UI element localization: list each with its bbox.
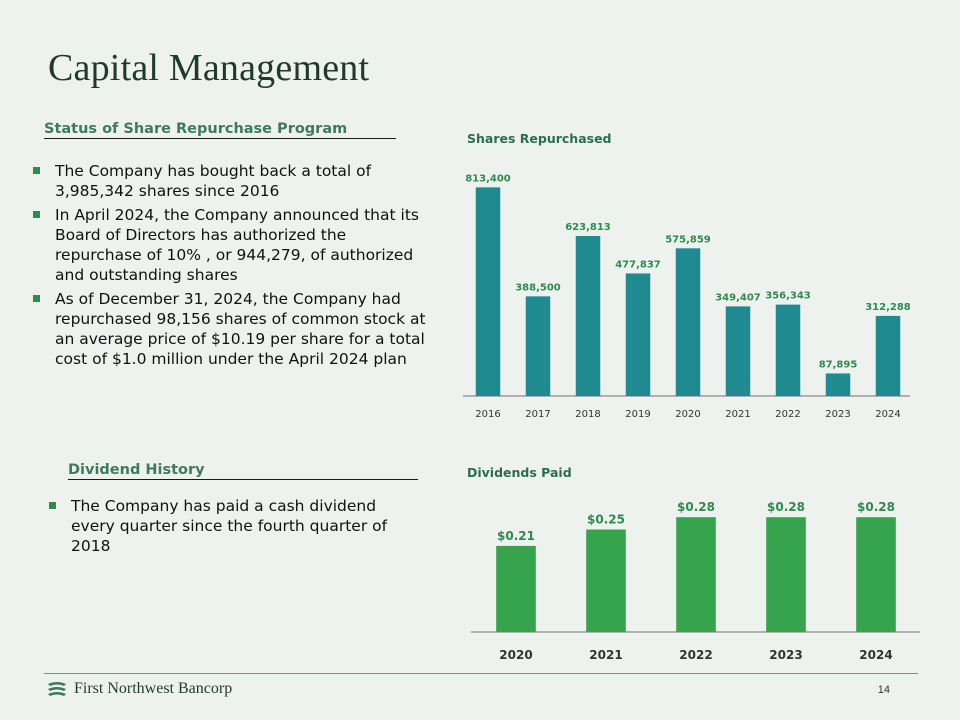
company-logo: First Northwest Bancorp bbox=[46, 680, 232, 698]
data-label: $0.25 bbox=[587, 513, 625, 527]
bar bbox=[525, 296, 551, 396]
data-label: 477,837 bbox=[615, 259, 661, 270]
tick-label: 2019 bbox=[625, 409, 650, 420]
bullet-item: In April 2024, the Company announced tha… bbox=[33, 205, 433, 285]
bar bbox=[875, 315, 901, 396]
data-label: 623,813 bbox=[565, 222, 611, 233]
bullet-item: The Company has bought back a total of 3… bbox=[33, 161, 433, 201]
bullet-text: The Company has bought back a total of 3… bbox=[55, 162, 372, 200]
repurchase-bullets: The Company has bought back a total of 3… bbox=[33, 161, 433, 373]
dividends-chart-title: Dividends Paid bbox=[467, 465, 572, 480]
square-bullet-icon bbox=[33, 167, 40, 174]
bar bbox=[625, 273, 651, 396]
logo-text: First Northwest Bancorp bbox=[74, 680, 233, 697]
square-bullet-icon bbox=[33, 295, 40, 302]
tick-label: 2017 bbox=[525, 409, 550, 420]
bar bbox=[575, 236, 601, 396]
page-title: Capital Management bbox=[48, 47, 370, 89]
tick-label: 2024 bbox=[875, 409, 900, 420]
data-label: $0.21 bbox=[497, 529, 535, 543]
bar bbox=[766, 517, 806, 632]
tick-label: 2020 bbox=[499, 648, 532, 662]
data-label: 813,400 bbox=[465, 173, 511, 184]
dividend-heading: Dividend History bbox=[68, 462, 418, 480]
bar bbox=[676, 517, 716, 632]
bullet-text: The Company has paid a cash dividend eve… bbox=[71, 497, 388, 555]
tick-label: 2022 bbox=[679, 648, 712, 662]
data-label: 349,407 bbox=[715, 292, 761, 303]
bar bbox=[725, 306, 751, 396]
data-label: 87,895 bbox=[819, 359, 858, 370]
data-label: $0.28 bbox=[767, 500, 805, 514]
logo-mark-icon bbox=[48, 682, 66, 696]
data-label: 312,288 bbox=[865, 302, 910, 313]
tick-label: 2021 bbox=[725, 409, 750, 420]
tick-label: 2018 bbox=[575, 409, 600, 420]
bar bbox=[675, 248, 701, 396]
tick-label: 2024 bbox=[859, 648, 892, 662]
footer-divider bbox=[44, 673, 918, 674]
tick-label: 2022 bbox=[775, 409, 800, 420]
bar bbox=[475, 187, 501, 396]
tick-label: 2021 bbox=[589, 648, 622, 662]
shares-chart-title: Shares Repurchased bbox=[467, 131, 612, 146]
bar bbox=[586, 529, 626, 632]
dividends-paid-chart: $0.21 2020 $0.25 2021 $0.28 2022 $0.28 2023 $0.2… bbox=[471, 500, 920, 662]
bullet-item: The Company has paid a cash dividend eve… bbox=[49, 496, 419, 556]
bar bbox=[856, 517, 896, 632]
dividend-bullets: The Company has paid a cash dividend eve… bbox=[49, 496, 419, 560]
data-label: $0.28 bbox=[677, 500, 715, 514]
repurchase-heading: Status of Share Repurchase Program bbox=[44, 121, 396, 139]
data-label: $0.28 bbox=[857, 500, 895, 514]
data-label: 388,500 bbox=[515, 282, 561, 293]
tick-label: 2023 bbox=[825, 409, 850, 420]
data-label: 575,859 bbox=[665, 234, 711, 245]
bar bbox=[825, 373, 851, 396]
square-bullet-icon bbox=[49, 502, 56, 509]
square-bullet-icon bbox=[33, 211, 40, 218]
bullet-item: As of December 31, 2024, the Company had… bbox=[33, 289, 433, 369]
tick-label: 2016 bbox=[475, 409, 500, 420]
tick-label: 2023 bbox=[769, 648, 802, 662]
page-number: 14 bbox=[877, 684, 890, 696]
bullet-text: As of December 31, 2024, the Company had… bbox=[55, 290, 426, 368]
tick-label: 2020 bbox=[675, 409, 700, 420]
bar bbox=[496, 545, 536, 632]
data-label: 356,343 bbox=[765, 291, 811, 302]
shares-repurchased-chart: 813,400 2016 388,500 2017 623,813 2018 477,837… bbox=[463, 173, 910, 420]
bullet-text: In April 2024, the Company announced tha… bbox=[55, 206, 419, 284]
bar bbox=[775, 304, 801, 396]
